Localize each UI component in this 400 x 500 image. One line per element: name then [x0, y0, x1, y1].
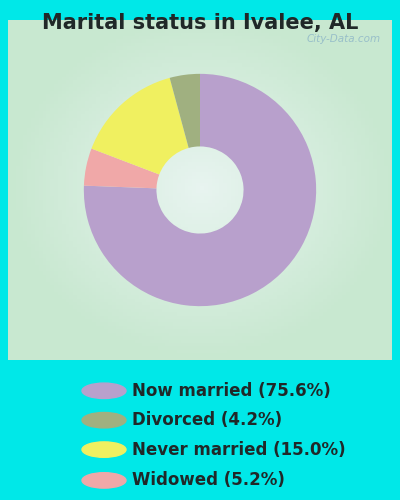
Text: City-Data.com: City-Data.com: [306, 34, 380, 43]
Text: Widowed (5.2%): Widowed (5.2%): [132, 472, 285, 490]
Wedge shape: [92, 78, 189, 174]
Circle shape: [82, 412, 126, 428]
Text: Divorced (4.2%): Divorced (4.2%): [132, 411, 282, 429]
Circle shape: [82, 383, 126, 398]
Circle shape: [82, 442, 126, 458]
Wedge shape: [170, 74, 200, 148]
Text: Now married (75.6%): Now married (75.6%): [132, 382, 331, 400]
Wedge shape: [84, 74, 316, 306]
Text: Marital status in Ivalee, AL: Marital status in Ivalee, AL: [42, 12, 358, 32]
Wedge shape: [84, 148, 159, 188]
Text: Never married (15.0%): Never married (15.0%): [132, 440, 346, 458]
Circle shape: [82, 472, 126, 488]
